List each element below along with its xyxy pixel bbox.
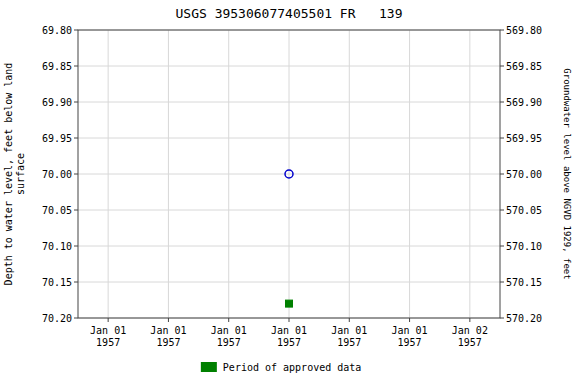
axis-label: Groundwater level above NGVD 1929, feet	[562, 68, 572, 279]
grid-line	[289, 30, 290, 318]
tick-label: 69.85	[42, 61, 72, 72]
tick	[500, 318, 504, 319]
tick-label: Jan 011957	[331, 325, 367, 348]
tick-label: 70.05	[42, 205, 72, 216]
series	[286, 300, 293, 307]
grid-line	[168, 30, 169, 318]
plot-frame	[78, 30, 500, 318]
tick-label: 569.85	[506, 61, 542, 72]
marks	[285, 170, 293, 307]
tick-label: 70.15	[42, 277, 72, 288]
tick	[74, 246, 78, 247]
tick	[409, 318, 410, 322]
tick	[74, 210, 78, 211]
tick-label: Jan 011957	[90, 325, 126, 348]
tick-label: 570.10	[506, 241, 542, 252]
tick	[74, 102, 78, 103]
tick	[500, 30, 504, 31]
tick-label: 569.95	[506, 133, 542, 144]
tick-label: 570.05	[506, 205, 542, 216]
tick	[74, 30, 78, 31]
tick-label: 570.20	[506, 313, 542, 324]
circle-marker	[285, 170, 293, 178]
tick	[500, 174, 504, 175]
grid-line	[228, 30, 229, 318]
y-axis: 69.80 69.85 69.90 69.95 70.00 70.05 70.10 70.15…	[3, 25, 78, 324]
tick-label: Jan 021957	[452, 325, 488, 348]
tick-label: 70.10	[42, 241, 72, 252]
tick	[108, 318, 109, 322]
square-marker	[286, 300, 293, 307]
axis-label: Depth to water level, feet below landsur…	[3, 63, 26, 286]
tick-label: Jan 011957	[392, 325, 428, 348]
tick-label: 570.00	[506, 169, 542, 180]
tick	[500, 210, 504, 211]
grid-line	[108, 30, 109, 318]
tick	[74, 66, 78, 67]
legend-label: Period of approved data	[223, 362, 361, 373]
tick-label: 69.80	[42, 25, 72, 36]
tick-label: Jan 011957	[150, 325, 186, 348]
tick	[228, 318, 229, 322]
tick-label: 69.95	[42, 133, 72, 144]
legend-swatch	[201, 362, 217, 372]
tick	[74, 174, 78, 175]
tick-label: 70.20	[42, 313, 72, 324]
legend: Period of approved data	[201, 362, 361, 373]
x-axis: Jan 011957 Jan 011957 Jan 011957 Jan 011957…	[90, 318, 488, 348]
tick	[74, 282, 78, 283]
tick-label: 569.80	[506, 25, 542, 36]
tick-label: 569.90	[506, 97, 542, 108]
tick	[500, 102, 504, 103]
tick	[74, 318, 78, 319]
chart: USGS 395306077405501 FR 13969.8069.8569.…	[0, 0, 576, 384]
tick	[500, 66, 504, 67]
tick-label: Jan 011957	[271, 325, 307, 348]
tick	[349, 318, 350, 322]
tick-label: 70.00	[42, 169, 72, 180]
tick	[168, 318, 169, 322]
y2-axis: 570.20 570.15 570.10 570.05 570.00 569.95 569.…	[500, 25, 572, 324]
title: USGS 395306077405501 FR 139	[176, 6, 403, 21]
tick-label: 69.90	[42, 97, 72, 108]
tick	[500, 246, 504, 247]
tick	[469, 318, 470, 322]
tick	[74, 138, 78, 139]
tick	[289, 318, 290, 322]
tick-label: 570.15	[506, 277, 542, 288]
grid	[78, 30, 500, 318]
grid-line	[409, 30, 410, 318]
tick-label: Jan 011957	[211, 325, 247, 348]
grid-line	[469, 30, 470, 318]
tick	[500, 138, 504, 139]
series	[285, 170, 293, 178]
tick	[500, 282, 504, 283]
grid-line	[349, 30, 350, 318]
